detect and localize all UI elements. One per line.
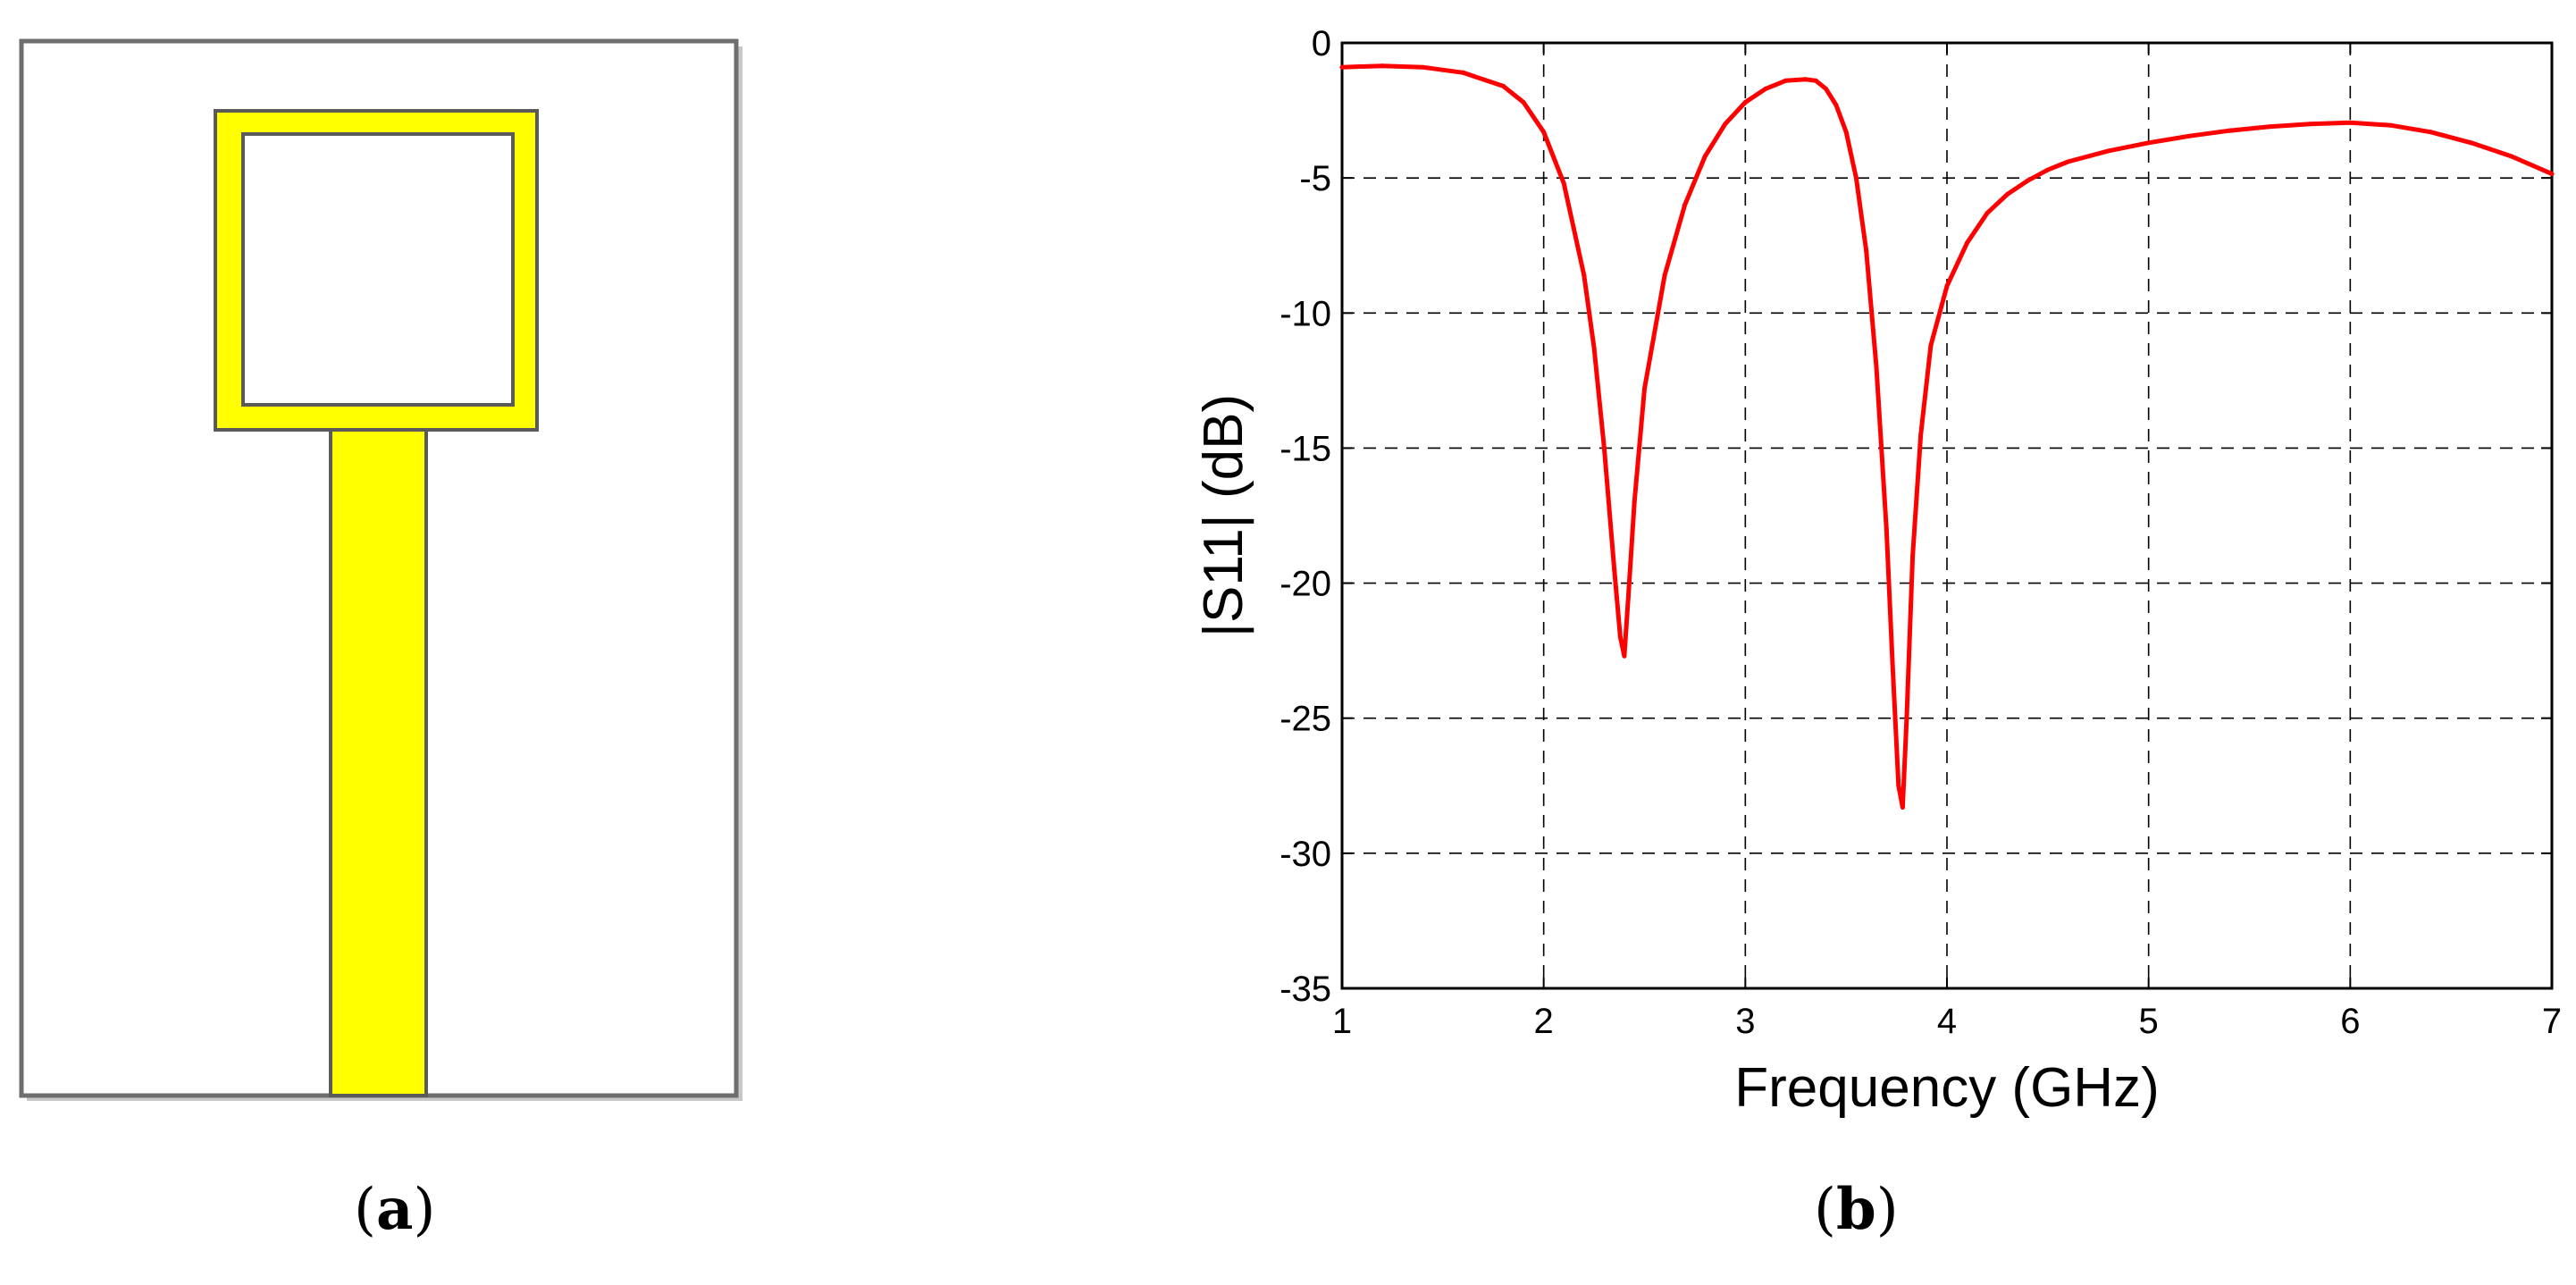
s11-data-point xyxy=(1742,100,1748,105)
s11-data-point xyxy=(1601,445,1607,450)
series-layer xyxy=(1339,63,2555,810)
x-tick-label: 7 xyxy=(2542,1002,2562,1041)
s11-data-point xyxy=(1864,248,1869,254)
s11-data-point xyxy=(2227,128,2232,133)
s11-data-point xyxy=(1783,78,1788,83)
s11-data-point xyxy=(1612,567,1617,572)
s11-data-point xyxy=(2549,172,2555,177)
s11-data-point xyxy=(2347,120,2353,125)
s11-data-point xyxy=(2429,130,2434,135)
ticks-layer: 1 2 3 4 5 6 7 0 -5 -10 -15 -20 -25 -30 -35 xyxy=(1280,24,2562,1041)
y-tick-label: -5 xyxy=(1299,159,1331,198)
s11-data-point xyxy=(1984,210,1990,215)
x-tick-label: 6 xyxy=(2340,1002,2360,1041)
y-tick-label: -35 xyxy=(1280,970,1331,1009)
s11-data-point xyxy=(1965,240,1970,246)
x-axis-label: Frequency (GHz) xyxy=(1734,1057,2159,1119)
s11-data-point xyxy=(1723,122,1728,127)
s11-data-point xyxy=(2267,124,2272,130)
x-tick-label: 4 xyxy=(1937,1002,1957,1041)
s11-data-point xyxy=(2005,191,2010,197)
s11-data-point xyxy=(2106,148,2110,154)
s11-data-point xyxy=(1833,103,1839,107)
s11-data-point xyxy=(1625,594,1631,600)
x-tick-label: 5 xyxy=(2139,1002,2159,1041)
s11-data-point xyxy=(1380,63,1385,69)
caption-b-letter: b xyxy=(1835,1176,1876,1243)
ring-slot xyxy=(241,132,515,407)
s11-data-point xyxy=(1843,130,1849,135)
s11-data-point xyxy=(2509,154,2514,159)
s11-data-point xyxy=(1460,70,1465,75)
y-tick-label: 0 xyxy=(1312,24,1331,63)
y-tick-label: -30 xyxy=(1280,835,1331,874)
s11-data-point xyxy=(2186,133,2192,139)
s11-data-point xyxy=(1561,181,1566,186)
s11-data-point xyxy=(1763,86,1768,91)
s11-data-point xyxy=(1642,386,1647,391)
s11-data-point xyxy=(2388,122,2393,128)
s11-data-point xyxy=(1896,783,1901,788)
s11-data-point xyxy=(1944,283,1950,289)
s11-data-point xyxy=(2146,140,2152,146)
s11-data-point xyxy=(1890,661,1895,667)
x-tick-label: 1 xyxy=(1332,1002,1352,1041)
s11-data-point xyxy=(2045,167,2051,172)
s11-data-point xyxy=(2065,159,2070,164)
s11-data-point xyxy=(1813,78,1818,83)
s11-data-point xyxy=(1662,273,1667,278)
s11-data-point xyxy=(1632,500,1637,505)
grid-layer xyxy=(1342,43,2552,988)
feed-line xyxy=(329,428,428,1097)
s11-data-point xyxy=(1904,716,1909,721)
x-tick-label: 2 xyxy=(1534,1002,1554,1041)
s11-data-point xyxy=(1420,64,1425,70)
s11-data-point xyxy=(1591,346,1597,351)
s11-data-point xyxy=(1702,154,1708,159)
s11-data-point xyxy=(1541,130,1547,135)
caption-b: (b) xyxy=(1814,1176,1899,1243)
s11-data-point xyxy=(1928,343,1934,349)
s11-data-point xyxy=(1501,83,1506,88)
s11-data-point xyxy=(2025,178,2030,183)
s11-data-point xyxy=(1910,553,1916,559)
y-tick-label: -20 xyxy=(1280,565,1331,604)
caption-a-letter: a xyxy=(375,1176,414,1243)
s11-data-point xyxy=(1900,805,1905,810)
s11-data-point xyxy=(2469,140,2474,146)
s11-data-point xyxy=(1617,634,1623,640)
y-axis-label: |S11| (dB) xyxy=(1193,394,1254,637)
s11-data-point xyxy=(1582,273,1587,278)
s11-data-point xyxy=(1622,653,1627,659)
x-tick-label: 3 xyxy=(1735,1002,1755,1041)
s11-data-point xyxy=(2307,122,2312,127)
s11-data-point xyxy=(1853,175,1859,181)
s11-data-point xyxy=(1884,526,1889,532)
s11-data-point xyxy=(1521,100,1526,105)
y-tick-label: -25 xyxy=(1280,700,1331,739)
y-tick-label: -15 xyxy=(1280,429,1331,468)
s11-data-point xyxy=(1824,86,1829,91)
s11-data-point xyxy=(1918,432,1924,437)
y-tick-label: -10 xyxy=(1280,294,1331,333)
caption-a: (a) xyxy=(354,1176,436,1243)
s11-data-point xyxy=(1682,202,1688,207)
s11-data-point xyxy=(1339,64,1345,70)
s11-data-point xyxy=(1874,365,1879,370)
antenna-layout-diagram xyxy=(19,38,743,1101)
s11-chart: 1 2 3 4 5 6 7 0 -5 -10 -15 -20 -25 -30 -35 Frequency (… xyxy=(1193,24,2562,1119)
s11-data-point xyxy=(1803,77,1808,82)
